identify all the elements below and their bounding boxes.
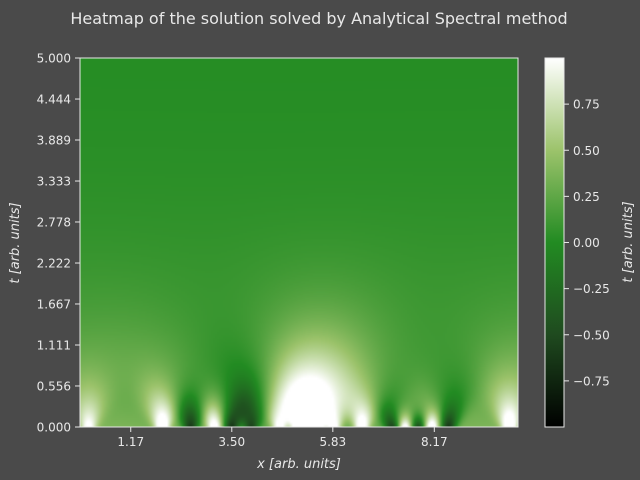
colorbar-tick-label: −0.50 <box>573 328 610 342</box>
y-tick-label: 3.889 <box>37 133 71 147</box>
chart-title: Heatmap of the solution solved by Analyt… <box>70 9 567 28</box>
y-tick-label: 0.556 <box>37 379 71 393</box>
x-tick-label: 8.17 <box>421 435 448 449</box>
y-tick-label: 5.000 <box>37 52 71 66</box>
y-tick-label: 1.667 <box>37 297 71 311</box>
colorbar-tick-label: 0.25 <box>573 190 600 204</box>
y-tick-label: 1.111 <box>37 339 71 353</box>
colorbar-gradient <box>545 58 564 427</box>
heatmap-area <box>79 57 519 428</box>
x-tick-label: 1.17 <box>117 435 144 449</box>
y-tick-label: 3.333 <box>37 175 71 189</box>
y-tick-label: 4.444 <box>37 93 71 107</box>
y-axis-label: t [arb. units] <box>8 202 23 283</box>
plot-frame <box>79 57 519 428</box>
y-tick-label: 0.000 <box>37 421 71 435</box>
colorbar-tick-label: 0.50 <box>573 144 600 158</box>
colorbar-tick-label: 0.75 <box>573 98 600 112</box>
x-axis-label: x [arb. units] <box>256 457 341 472</box>
colorbar-tick-label: −0.25 <box>573 282 610 296</box>
colorbar-tick-label: −0.75 <box>573 374 610 388</box>
y-tick-label: 2.778 <box>37 215 71 229</box>
colorbar-tick-label: 0.00 <box>573 236 600 250</box>
x-tick-label: 3.50 <box>218 435 245 449</box>
heatmap-image <box>80 58 518 427</box>
x-axis-ticks: 1.17 3.50 5.83 8.17 <box>117 427 448 449</box>
colorbar-label: t [arb. units] <box>621 201 636 282</box>
colorbar: 0.75 0.50 0.25 0.00 −0.25 −0.50 −0.75 t [arb. … <box>544 57 636 428</box>
y-tick-label: 2.222 <box>37 257 71 271</box>
y-axis-ticks: 0.000 0.556 1.111 1.667 2.222 2.778 3.333 3.889… <box>37 52 80 435</box>
colorbar-ticks: 0.75 0.50 0.25 0.00 −0.25 −0.50 −0.75 <box>564 98 610 388</box>
x-tick-label: 5.83 <box>319 435 346 449</box>
